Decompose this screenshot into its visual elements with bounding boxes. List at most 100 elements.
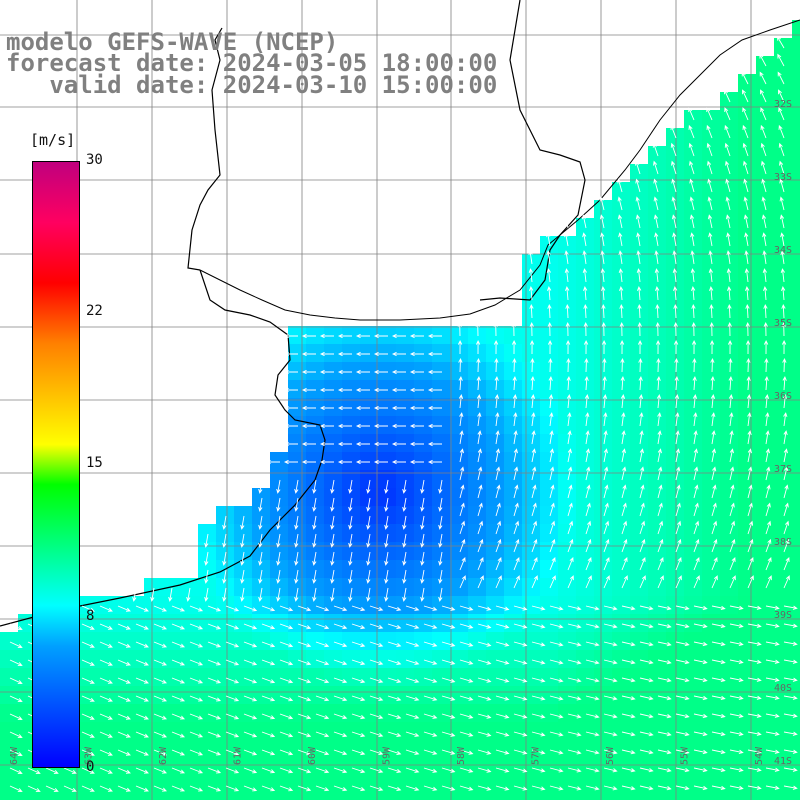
wind-arrow [135, 641, 149, 648]
wind-arrow [783, 623, 798, 628]
wind-speed-cell [288, 434, 306, 452]
wind-arrow [780, 268, 785, 283]
wind-speed-cell [198, 704, 216, 722]
wind-speed-cell [306, 614, 324, 632]
wind-arrow [9, 749, 23, 756]
wind-arrow [764, 357, 769, 373]
wind-arrow [655, 321, 660, 337]
wind-speed-cell [558, 704, 576, 722]
wind-arrow [9, 731, 23, 738]
wind-speed-cell [666, 272, 684, 290]
wind-speed-cell [540, 272, 558, 290]
wind-speed-cell [648, 776, 666, 794]
wind-arrow [567, 695, 582, 701]
wind-arrow [567, 677, 582, 683]
wind-arrow [276, 479, 281, 494]
wind-speed-cell [288, 722, 306, 740]
wind-arrow [621, 713, 636, 719]
wind-speed-cell [792, 326, 800, 344]
wind-arrow [409, 387, 424, 393]
wind-speed-cell [90, 722, 108, 740]
wind-arrow [171, 695, 186, 702]
wind-speed-cell [738, 632, 756, 650]
wind-speed-cell [648, 632, 666, 650]
wind-speed-cell [702, 290, 720, 308]
wind-arrow [548, 357, 553, 373]
wind-speed-cell [684, 254, 702, 272]
wind-speed-cell [774, 92, 792, 110]
wind-arrow [729, 538, 736, 553]
wind-arrow [153, 731, 168, 738]
wind-arrow [513, 695, 528, 701]
wind-arrow [81, 785, 95, 792]
wind-arrow [423, 713, 438, 719]
wind-speed-cell [396, 362, 414, 380]
wind-speed-cell [576, 380, 594, 398]
wind-arrow [333, 767, 348, 774]
wind-arrow [297, 731, 312, 738]
wind-speed-cell [774, 380, 792, 398]
wind-arrow [621, 623, 636, 629]
wind-speed-cell [378, 632, 396, 650]
wind-speed-cell [486, 650, 504, 668]
wind-arrow [27, 785, 41, 792]
wind-arrow [781, 339, 787, 355]
wind-speed-cell [486, 362, 504, 380]
wind-arrow [689, 214, 695, 229]
wind-speed-cell [396, 524, 414, 542]
wind-arrow [549, 677, 564, 683]
wind-speed-cell [648, 542, 666, 560]
wind-speed-cell [234, 704, 252, 722]
wind-speed-cell [774, 506, 792, 524]
wind-speed-cell [288, 794, 306, 800]
wind-speed-cell [108, 650, 126, 668]
wind-speed-cell [774, 344, 792, 362]
wind-speed-cell [792, 182, 800, 200]
wind-arrow [276, 497, 281, 512]
wind-arrow [621, 605, 636, 611]
wind-arrow [405, 785, 420, 791]
wind-speed-cell [738, 92, 756, 110]
wind-speed-cell [576, 326, 594, 344]
wind-arrow [153, 641, 168, 648]
wind-arrow [729, 659, 744, 664]
wind-speed-cell [234, 722, 252, 740]
wind-speed-cell [378, 650, 396, 668]
wind-arrow [549, 767, 564, 773]
wind-speed-cell [594, 200, 612, 218]
wind-speed-cell [414, 488, 432, 506]
wind-speed-cell [252, 614, 270, 632]
wind-speed-cell [468, 740, 486, 758]
wind-speed-cell [522, 308, 540, 326]
wind-arrow [333, 785, 348, 792]
wind-arrow [63, 785, 77, 792]
wind-speed-cell [0, 740, 18, 758]
wind-speed-cell [720, 308, 738, 326]
wind-arrow [243, 695, 258, 702]
wind-arrow [742, 124, 749, 139]
wind-arrow [693, 623, 708, 629]
wind-arrow [747, 731, 762, 736]
wind-speed-cell [738, 704, 756, 722]
wind-arrow [674, 357, 679, 373]
wind-speed-cell [648, 686, 666, 704]
wind-speed-cell [450, 434, 468, 452]
wind-arrow [476, 376, 481, 391]
wind-arrow [438, 479, 443, 494]
wind-speed-cell [756, 416, 774, 434]
wind-arrow [495, 785, 510, 791]
wind-speed-cell [522, 344, 540, 362]
wind-arrow [405, 641, 420, 647]
wind-speed-cell [594, 398, 612, 416]
wind-speed-cell [180, 686, 198, 704]
wind-arrow [384, 587, 389, 602]
wind-arrow [493, 321, 498, 337]
wind-speed-cell [36, 794, 54, 800]
wind-arrow [315, 749, 330, 756]
wind-speed-cell [720, 182, 738, 200]
wind-speed-cell [594, 542, 612, 560]
wind-arrow [420, 533, 425, 548]
wind-speed-cell [540, 794, 558, 800]
wind-arrow [693, 484, 699, 499]
